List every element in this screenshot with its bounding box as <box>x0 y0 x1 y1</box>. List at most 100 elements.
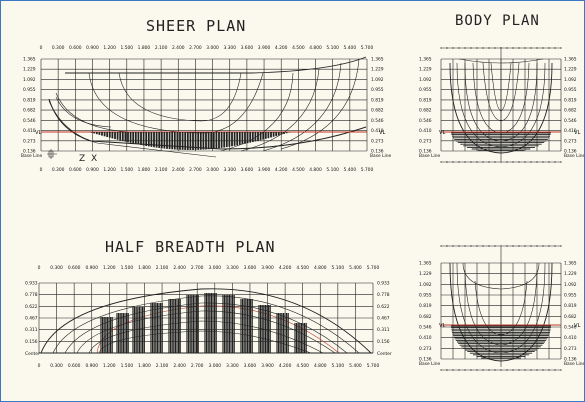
hb-station-label-top: 4.800 <box>314 265 327 271</box>
hb-station-label-top: 2.100 <box>156 265 169 271</box>
body-height-label-right: 1.229 <box>564 67 577 73</box>
body2-height-label-left: 0.955 <box>419 293 432 299</box>
body-height-label-left: 1.229 <box>419 67 432 73</box>
hb-station-label-top: 3.600 <box>244 265 257 271</box>
body-height-label-left: 0.546 <box>419 118 432 124</box>
origin-marker <box>47 149 57 159</box>
body-plan-bottom <box>440 245 562 371</box>
sheer-line <box>65 56 367 74</box>
buttock-2 <box>118 72 242 122</box>
waterline-curve-1 <box>52 295 360 354</box>
sheer-station-label-bottom: 3.600 <box>241 167 254 173</box>
hb-offset-label-left: 0.467 <box>25 316 38 322</box>
sheer-station-label-top: 0 <box>40 45 43 51</box>
hb-station-label-bottom: 3.000 <box>209 363 222 369</box>
hb-station-label-bottom: 3.900 <box>261 363 274 369</box>
hb-station-label-top: 1.200 <box>103 265 116 271</box>
sheer-station-label-top: 1.800 <box>138 45 151 51</box>
hb-offset-label-left: 0.311 <box>25 327 38 333</box>
hb-station-label-top: 1.800 <box>138 265 151 271</box>
body2-height-label-right: 1.229 <box>564 271 577 277</box>
hb-station-label-top: 5.400 <box>349 265 362 271</box>
bottom-profile-1 <box>48 100 217 158</box>
hb-offset-label-right: 0.933 <box>377 281 390 287</box>
body-plan-title: BODY PLAN <box>455 13 540 29</box>
hb-station-label-top: 1.500 <box>121 265 134 271</box>
body-height-label-left: 0.682 <box>419 108 432 114</box>
body2-height-label-right: 1.365 <box>564 261 577 267</box>
body2-height-label-left: 1.365 <box>419 261 432 267</box>
sheer-station-label-bottom: 3.900 <box>258 167 271 173</box>
hb-station-label-bottom: 0.900 <box>85 363 98 369</box>
body-base-line-right: Base Line <box>564 153 584 159</box>
hb-station-label-bottom: 2.100 <box>156 363 169 369</box>
sheer-height-label-right: 0.136 <box>371 149 384 155</box>
sheer-height-label-right: 1.092 <box>371 77 384 83</box>
sheer-station-label-bottom: 3.300 <box>223 167 236 173</box>
sheer-height-label-left: 0.955 <box>23 87 36 93</box>
body2-height-label-left: 0.410 <box>419 335 432 341</box>
sheer-height-label-left: 0.682 <box>23 108 36 114</box>
body-vl-left: VL <box>439 130 446 136</box>
body2-height-label-left: 0.136 <box>419 357 432 363</box>
sheer-station-label-top: 5.700 <box>361 45 374 51</box>
sheer-hatch <box>90 132 291 150</box>
body-height-label-right: 0.955 <box>564 87 577 93</box>
sheer-station-label-bottom: 1.500 <box>121 167 134 173</box>
hb-station-label-bottom: 1.200 <box>103 363 116 369</box>
sheer-station-label-bottom: 5.700 <box>361 167 374 173</box>
sheer-station-label-top: 0.300 <box>52 45 65 51</box>
sheer-station-label-bottom: 3.000 <box>206 167 219 173</box>
body-base-line-left: Base Line <box>419 153 441 159</box>
body-height-label-right: 0.546 <box>564 118 577 124</box>
hb-offset-label-right: 0.156 <box>377 339 390 345</box>
half-breadth-plan <box>38 282 374 354</box>
hb-station-label-bottom: 2.700 <box>191 363 204 369</box>
sheer-station-label-top: 4.800 <box>309 45 322 51</box>
hb-station-label-bottom: 5.700 <box>367 363 380 369</box>
hb-station-label-bottom: 0.300 <box>50 363 63 369</box>
sheer-height-label-right: 0.955 <box>371 87 384 93</box>
hb-station-label-bottom: 4.800 <box>314 363 327 369</box>
hb-center-label-right: Center <box>377 351 392 357</box>
waterline-curve-3 <box>76 310 336 354</box>
sheer-height-label-left: 0.819 <box>23 97 36 103</box>
body2-height-label-left: 0.546 <box>419 325 432 331</box>
sheer-station-label-top: 1.200 <box>103 45 116 51</box>
buttock-3 <box>220 72 294 152</box>
sheer-base-line-right: Base Line <box>370 153 392 159</box>
hb-station-label-bottom: 5.100 <box>332 363 345 369</box>
body-plan-top <box>440 47 562 163</box>
sheer-station-label-bottom: 4.200 <box>275 167 288 173</box>
sheer-station-label-bottom: 2.400 <box>172 167 185 173</box>
hb-station-label-top: 2.400 <box>173 265 186 271</box>
body-height-label-right: 0.273 <box>564 138 577 144</box>
sheer-station-label-top: 2.400 <box>172 45 185 51</box>
hb-station-label-bottom: 4.200 <box>279 363 292 369</box>
half-breadth-deck <box>40 288 372 354</box>
body2-height-label-right: 0.410 <box>564 335 577 341</box>
sheer-station-label-top: 2.100 <box>155 45 168 51</box>
body2-height-label-left: 0.273 <box>419 346 432 352</box>
sheer-base-line-left: Base Line <box>21 153 43 159</box>
body2-height-label-right: 1.092 <box>564 282 577 288</box>
hb-station-label-top: 0.900 <box>85 265 98 271</box>
sheer-height-label-right: 0.682 <box>371 108 384 114</box>
hb-offset-label-left: 0.156 <box>25 339 38 345</box>
sheer-height-label-right: 1.229 <box>371 67 384 73</box>
buttock-1 <box>88 72 264 134</box>
sheer-vl-left: VL <box>35 130 42 136</box>
body2-base-line-right: Base Line <box>564 361 584 367</box>
hb-station-label-top: 5.700 <box>367 265 380 271</box>
hb-offset-label-right: 0.467 <box>377 316 390 322</box>
buttock-5 <box>262 62 342 152</box>
dimension-labels: 0 0 0.300 0.300 0.600 0.600 0.900 0.900 1.200 1.2… <box>21 45 584 369</box>
svg-text:Z: Z <box>79 154 85 164</box>
buttock-4 <box>240 68 320 152</box>
sheer-station-label-bottom: 5.400 <box>344 167 357 173</box>
body2-height-label-right: 0.136 <box>564 357 577 363</box>
hb-station-label-bottom: 0.600 <box>68 363 81 369</box>
sheer-station-label-top: 2.700 <box>189 45 202 51</box>
sheer-vl-right: VL <box>379 130 386 136</box>
